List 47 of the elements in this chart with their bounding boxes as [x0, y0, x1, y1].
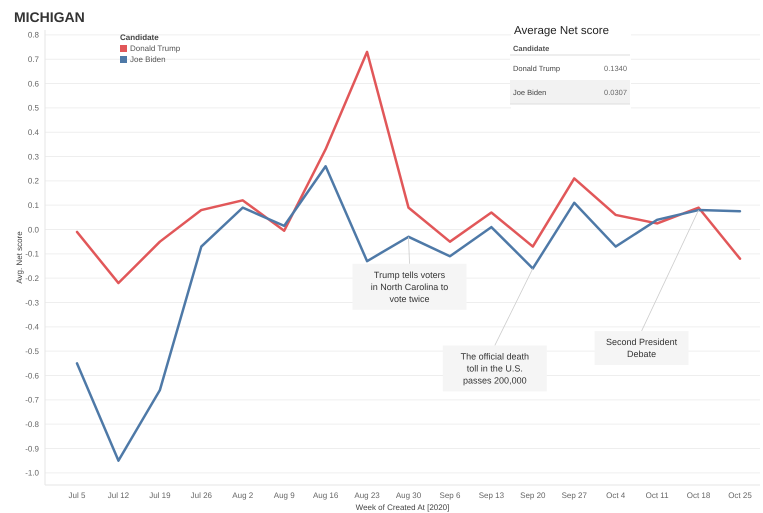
y-tick-label: 0.7 — [28, 55, 40, 64]
legend-label: Donald Trump — [130, 44, 181, 53]
y-tick-label: -0.7 — [25, 396, 40, 405]
x-tick-label: Oct 18 — [686, 491, 711, 500]
annotation: Trump tells voters in North Carolina to vote twice — [370, 270, 448, 304]
x-tick-label: Oct 25 — [728, 491, 752, 500]
y-tick-label: -1.0 — [25, 468, 40, 478]
y-tick-label: -0.2 — [25, 274, 40, 283]
x-tick-label: Jul 12 — [108, 491, 130, 500]
y-tick-label: 0.4 — [28, 128, 40, 137]
x-axis-title: Week of Created At [2020] — [356, 503, 450, 512]
y-tick-label: 0.5 — [28, 104, 40, 113]
y-tick-label: -0.8 — [25, 420, 40, 429]
y-tick-label: -0.9 — [25, 444, 40, 454]
x-tick-label: Oct 11 — [646, 491, 670, 500]
x-tick-label: Sep 13 — [478, 491, 505, 500]
legend-title: Candidate — [120, 33, 160, 42]
legend-label: Joe Biden — [130, 55, 166, 64]
annotation: The official death toll in the U.S. passes 200,000 — [460, 351, 530, 386]
x-tick-label: Jul 26 — [190, 491, 213, 500]
y-tick-label: -0.4 — [25, 322, 40, 332]
y-tick-label: 0.3 — [28, 152, 40, 162]
x-tick-label: Aug 30 — [396, 491, 422, 500]
y-tick-label: 0.0 — [28, 225, 40, 234]
y-tick-label: 0.6 — [28, 79, 40, 88]
y-tick-label: -0.5 — [25, 346, 40, 356]
y-tick-label: -0.3 — [25, 298, 40, 308]
x-tick-label: Sep 6 — [439, 491, 461, 500]
chart-title: MICHIGAN — [14, 9, 85, 25]
y-tick-label: -0.1 — [25, 250, 40, 259]
x-tick-label: Aug 16 — [312, 491, 339, 500]
line-series — [76, 165, 742, 462]
x-tick-label: Jul 5 — [68, 491, 86, 500]
x-tick-label: Aug 2 — [232, 491, 254, 500]
x-tick-label: Aug 9 — [274, 491, 296, 500]
y-tick-label: -0.6 — [25, 371, 40, 380]
x-tick-label: Oct 4 — [606, 491, 626, 500]
x-tick-label: Sep 27 — [562, 491, 588, 500]
y-axis-title: Avg. Net score — [15, 230, 24, 284]
annotation: Second President Debate — [606, 337, 678, 360]
y-tick-label: 0.2 — [28, 176, 40, 186]
x-tick-label: Jul 19 — [149, 491, 172, 500]
x-tick-label: Sep 20 — [520, 491, 546, 500]
y-tick-label: 0.1 — [28, 200, 40, 210]
y-tick-label: 0.8 — [28, 30, 40, 40]
annotation: Average Net score — [514, 25, 610, 37]
x-tick-label: Aug 23 — [354, 491, 380, 500]
